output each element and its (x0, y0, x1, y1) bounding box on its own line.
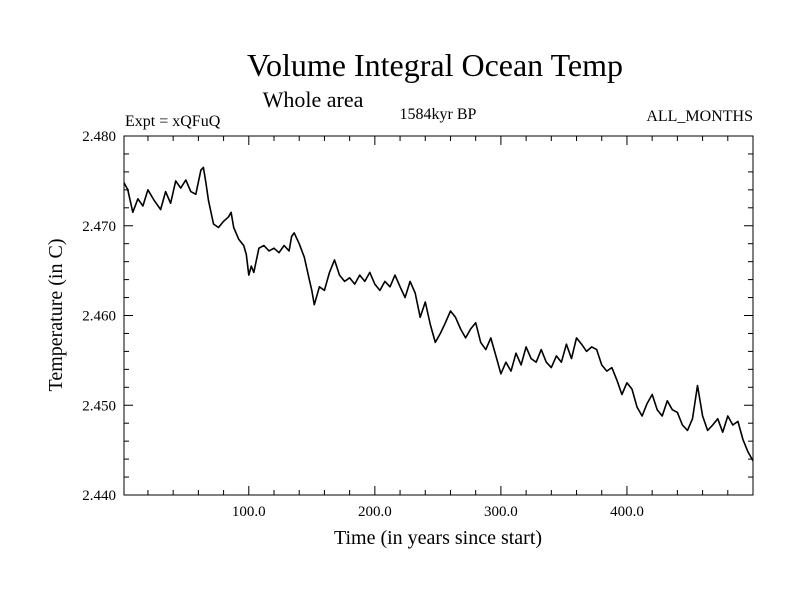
y-tick-label: 2.440 (82, 488, 116, 504)
x-tick-label: 100.0 (232, 504, 266, 520)
x-axis-tick-labels: 100.0 200.0 300.0 400.0 (232, 504, 644, 520)
x-tick-label: 300.0 (484, 504, 518, 520)
chart-title: Volume Integral Ocean Temp (247, 47, 623, 83)
y-axis-ticks (124, 153, 753, 478)
temperature-series-line (123, 166, 754, 462)
x-tick-label: 400.0 (610, 504, 644, 520)
x-axis-ticks (147, 136, 729, 495)
months-label: ALL_MONTHS (646, 108, 753, 125)
x-axis-label: Time (in years since start) (334, 527, 542, 549)
y-tick-label: 2.460 (82, 309, 116, 325)
x-tick-label: 200.0 (358, 504, 392, 520)
y-tick-label: 2.470 (82, 219, 116, 235)
y-tick-label: 2.450 (82, 398, 116, 414)
y-tick-label: 2.480 (82, 129, 116, 145)
plot-frame (123, 135, 754, 496)
y-axis-label: Temperature (in C) (45, 239, 67, 392)
y-axis-tick-labels: 2.440 2.450 2.460 2.470 2.480 (82, 129, 116, 504)
chart-subtitle: Whole area (263, 87, 364, 112)
experiment-label: Expt = xQFuQ (125, 113, 221, 130)
period-label: 1584kyr BP (400, 106, 477, 123)
